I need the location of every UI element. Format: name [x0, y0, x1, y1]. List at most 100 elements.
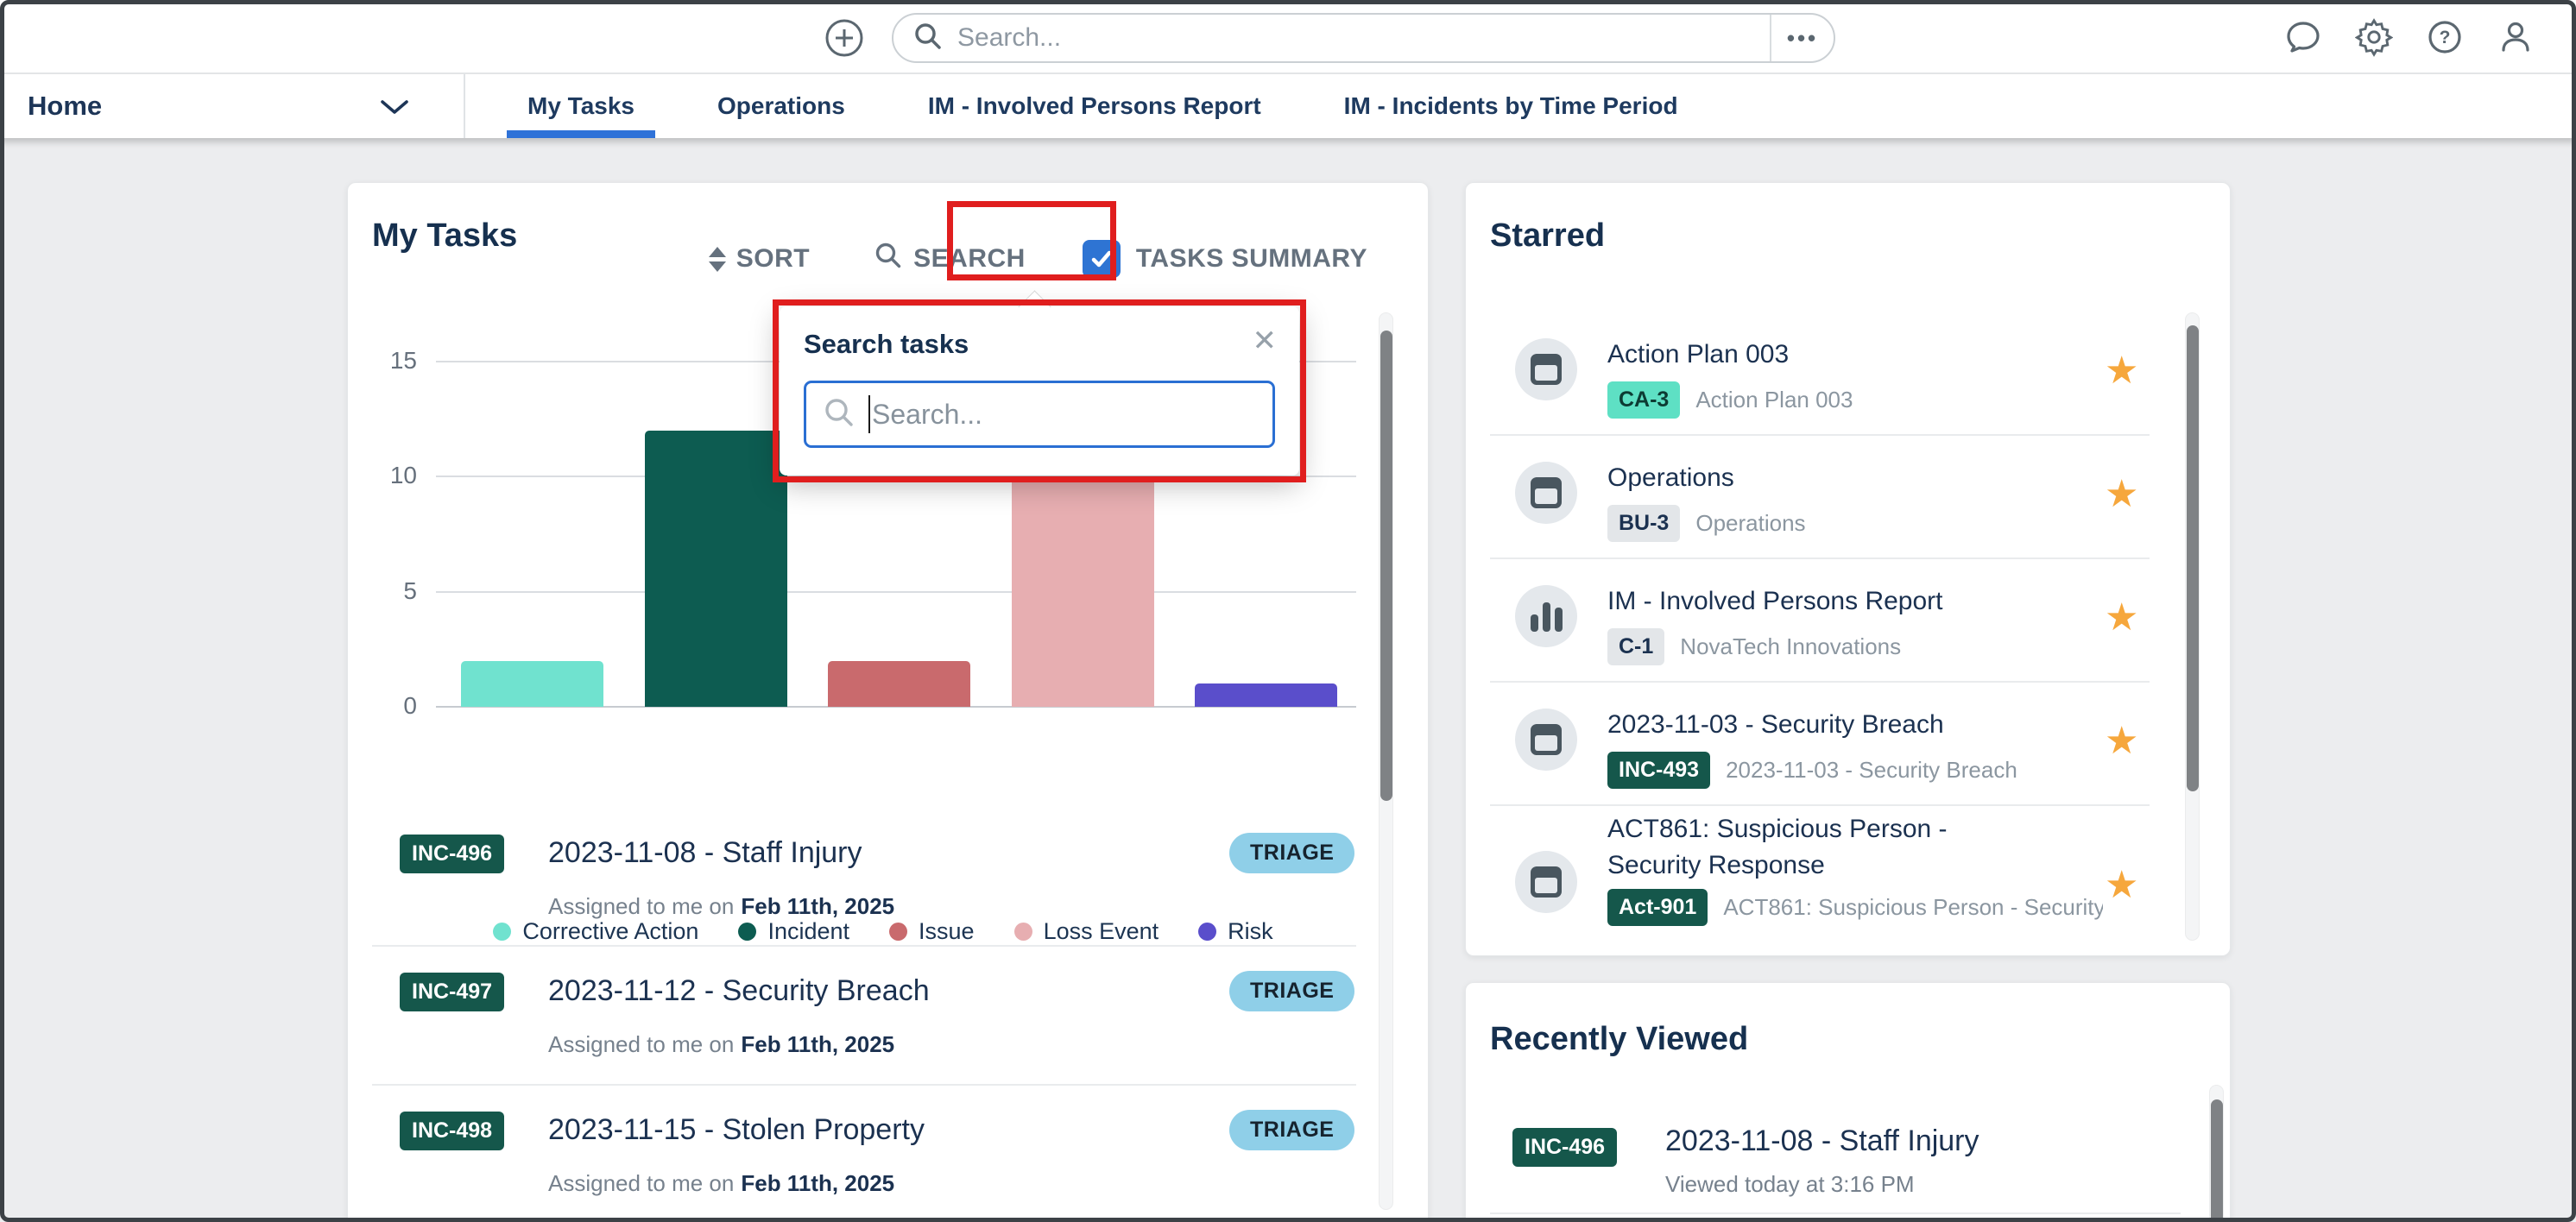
list-divider — [1490, 804, 2150, 806]
starred-panel: Starred Action Plan 003 CA-3 Action Plan … — [1465, 182, 2231, 956]
star-icon[interactable]: ★ — [2105, 596, 2139, 639]
chevron-down-icon[interactable] — [380, 98, 409, 120]
sort-button[interactable]: SORT — [708, 244, 811, 274]
svg-text:?: ? — [2440, 28, 2451, 47]
search-icon — [822, 395, 856, 434]
list-divider — [1490, 557, 2150, 559]
y-axis-tick: 5 — [403, 576, 417, 604]
avatar — [1515, 709, 1577, 771]
star-icon[interactable]: ★ — [2105, 473, 2139, 515]
starred-item[interactable]: ACT861: Suspicious Person - Security Res… — [1466, 806, 2174, 958]
app-window-icon — [1531, 477, 1562, 508]
task-assigned-text: Assigned to me on Feb 11th, 2025 — [548, 893, 895, 919]
sort-label: SORT — [736, 244, 811, 273]
settings-gear-icon[interactable] — [2355, 18, 2393, 57]
legend-dot-icon — [889, 923, 908, 941]
search-label: SEARCH — [913, 244, 1026, 273]
bar-chart-plot: 0 5 10 15 — [390, 347, 1356, 719]
y-axis-tick: 0 — [403, 692, 417, 719]
avatar — [1515, 338, 1577, 400]
gridline — [436, 590, 1356, 593]
task-row[interactable]: INC-496 2023-11-08 - Staff Injury TRIAGE… — [348, 826, 1380, 945]
nav-tab-bar: Home My Tasks Operations IM - Involved P… — [0, 74, 2576, 138]
chat-icon[interactable] — [2284, 18, 2322, 56]
tasks-summary-checkbox[interactable] — [1082, 240, 1121, 278]
avatar — [1515, 585, 1577, 647]
starred-item-subtitle: ACT861: Suspicious Person - Security — [1723, 894, 2104, 920]
avatar — [1515, 462, 1577, 524]
search-tasks-popup: Search tasks ✕ — [780, 290, 1299, 476]
help-icon[interactable]: ? — [2426, 18, 2464, 56]
tab-im-incidents-by-time-period[interactable]: IM - Incidents by Time Period — [1343, 92, 1678, 119]
legend-item: Incident — [738, 918, 849, 945]
scrollbar-thumb[interactable] — [2211, 1099, 2223, 1222]
starred-item[interactable]: Operations BU-3 Operations ★ — [1466, 436, 2174, 559]
legend-item: Issue — [889, 918, 975, 945]
user-profile-icon[interactable] — [2497, 18, 2535, 56]
scrollbar[interactable] — [2185, 312, 2200, 941]
tab-operations[interactable]: Operations — [717, 92, 845, 119]
top-bar: ••• ? — [0, 0, 2576, 74]
search-more-button[interactable]: ••• — [1786, 24, 1819, 51]
task-assigned-text: Assigned to me on Feb 11th, 2025 — [548, 1170, 895, 1196]
tab-my-tasks[interactable]: My Tasks — [486, 74, 676, 138]
y-axis-tick: 10 — [389, 462, 417, 489]
list-divider — [372, 945, 1356, 947]
tab-list: My Tasks Operations IM - Involved Person… — [486, 74, 1720, 138]
my-tasks-title: My Tasks — [372, 217, 518, 254]
bar-corrective-action — [461, 660, 603, 707]
home-label: Home — [28, 91, 103, 121]
recently-viewed-panel: Recently Viewed INC-496 2023-11-08 - Sta… — [1465, 982, 2231, 1222]
popup-search-input[interactable] — [872, 398, 1272, 431]
gridline — [436, 476, 1356, 478]
chart-legend: Corrective Action Incident Issue Loss Event… — [400, 918, 1367, 945]
search-tasks-button[interactable]: SEARCH — [851, 222, 1048, 296]
scrollbar[interactable] — [1379, 312, 1393, 1210]
sort-arrows-icon — [708, 246, 726, 272]
star-icon[interactable]: ★ — [2105, 350, 2139, 392]
scrollbar-thumb[interactable] — [2187, 325, 2199, 791]
recently-viewed-title: Recently Viewed — [1490, 1021, 1749, 1057]
search-icon — [874, 241, 903, 277]
task-id-badge: INC-497 — [400, 973, 505, 1011]
starred-item-badge: BU-3 — [1607, 505, 1681, 542]
app-window-icon — [1531, 724, 1562, 755]
scrollbar-thumb[interactable] — [1380, 331, 1392, 801]
close-icon[interactable]: ✕ — [1252, 324, 1278, 357]
legend-dot-icon — [1013, 923, 1032, 941]
starred-item-badge: C-1 — [1607, 628, 1665, 665]
y-axis-tick: 15 — [389, 347, 417, 374]
task-row[interactable]: INC-498 2023-11-15 - Stolen Property TRI… — [348, 1103, 1380, 1222]
tab-im-involved-persons-report[interactable]: IM - Involved Persons Report — [927, 92, 1261, 119]
legend-dot-icon — [1198, 923, 1217, 941]
home-dropdown[interactable]: Home — [28, 74, 102, 138]
create-button[interactable] — [824, 18, 864, 58]
recently-viewed-item[interactable]: INC-496 2023-11-08 - Staff Injury Viewed… — [1466, 1114, 2191, 1209]
avatar — [1515, 851, 1577, 913]
list-divider — [372, 1084, 1356, 1086]
starred-item-subtitle: Operations — [1695, 510, 1806, 536]
starred-item[interactable]: Action Plan 003 CA-3 Action Plan 003 ★ — [1466, 312, 2174, 436]
tasks-summary-label[interactable]: TASKS SUMMARY — [1135, 244, 1367, 273]
text-cursor — [868, 395, 870, 433]
record-viewed-time: Viewed today at 3:16 PM — [1665, 1171, 1915, 1197]
starred-item-subtitle: Action Plan 003 — [1695, 387, 1853, 413]
scrollbar[interactable] — [2209, 1085, 2224, 1222]
starred-item-badge: CA-3 — [1607, 381, 1681, 419]
task-title: 2023-11-08 - Staff Injury — [548, 836, 862, 869]
status-badge: TRIAGE — [1229, 971, 1355, 1011]
star-icon[interactable]: ★ — [2105, 864, 2139, 906]
starred-item[interactable]: 2023-11-03 - Security Breach INC-493 2023… — [1466, 683, 2174, 806]
task-row[interactable]: INC-497 2023-11-12 - Security Breach TRI… — [348, 964, 1380, 1084]
star-icon[interactable]: ★ — [2105, 720, 2139, 762]
starred-item[interactable]: IM - Involved Persons Report C-1 NovaTech… — [1466, 559, 2174, 683]
global-search-input[interactable] — [957, 23, 1770, 53]
status-badge: TRIAGE — [1229, 1110, 1355, 1150]
starred-item-subtitle: 2023-11-03 - Security Breach — [1726, 757, 2017, 783]
legend-dot-icon — [493, 923, 512, 941]
bar-chart-icon — [1530, 601, 1563, 632]
bar-issue — [828, 660, 970, 707]
starred-item-title: Action Plan 003 — [1607, 340, 1790, 368]
starred-item-title: Operations — [1607, 463, 1734, 492]
